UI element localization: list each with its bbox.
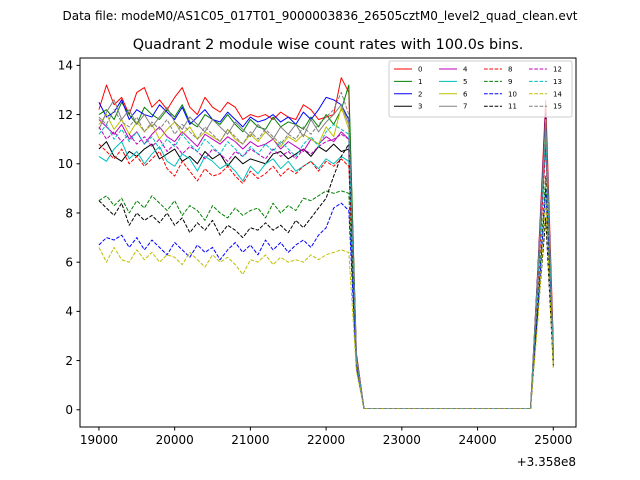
x-tick-label: 25000 — [534, 433, 572, 447]
y-tick-label: 12 — [58, 108, 73, 122]
x-tick-label: 21000 — [231, 433, 269, 447]
legend-label-2: 2 — [418, 90, 422, 98]
legend-label-10: 10 — [508, 90, 517, 98]
x-tick-label: 24000 — [458, 433, 496, 447]
legend-label-1: 1 — [418, 78, 422, 86]
legend-label-14: 14 — [553, 90, 562, 98]
chart-title: Quadrant 2 module wise count rates with … — [133, 37, 524, 53]
legend-label-15: 15 — [553, 103, 562, 111]
plot-area — [98, 77, 554, 410]
y-tick-label: 10 — [58, 157, 73, 171]
y-tick-label: 0 — [65, 403, 73, 417]
series-line-14 — [98, 200, 554, 410]
x-tick-label: 19000 — [80, 433, 118, 447]
y-tick-label: 6 — [65, 255, 73, 269]
axes-frame — [79, 57, 577, 428]
legend-frame — [388, 60, 573, 118]
x-tick-label: 20000 — [156, 433, 194, 447]
legend-label-3: 3 — [418, 103, 422, 111]
legend-label-5: 5 — [463, 78, 467, 86]
y-tick-label: 4 — [65, 305, 73, 319]
legend-label-7: 7 — [463, 103, 467, 111]
y-tick-label: 8 — [65, 206, 73, 220]
legend-label-0: 0 — [418, 66, 422, 74]
y-tick-label: 14 — [58, 59, 73, 73]
legend-label-12: 12 — [553, 66, 562, 74]
legend-label-13: 13 — [553, 78, 562, 86]
x-offset-label: +3.358e8 — [517, 455, 576, 469]
legend-label-8: 8 — [508, 66, 512, 74]
axes-ticks: 19000 20000 21000 22000 23000 24000 25000 0 2 4 6 8… — [58, 59, 573, 447]
legend-label-4: 4 — [463, 66, 468, 74]
suptitle: Data file: modeM0/AS1C05_017T01_90000038… — [62, 9, 577, 23]
y-tick-label: 2 — [65, 354, 73, 368]
x-tick-label: 22000 — [307, 433, 345, 447]
legend-label-6: 6 — [463, 90, 468, 98]
x-tick-label: 23000 — [383, 433, 421, 447]
legend-label-11: 11 — [508, 103, 517, 111]
legend-label-9: 9 — [508, 78, 512, 86]
